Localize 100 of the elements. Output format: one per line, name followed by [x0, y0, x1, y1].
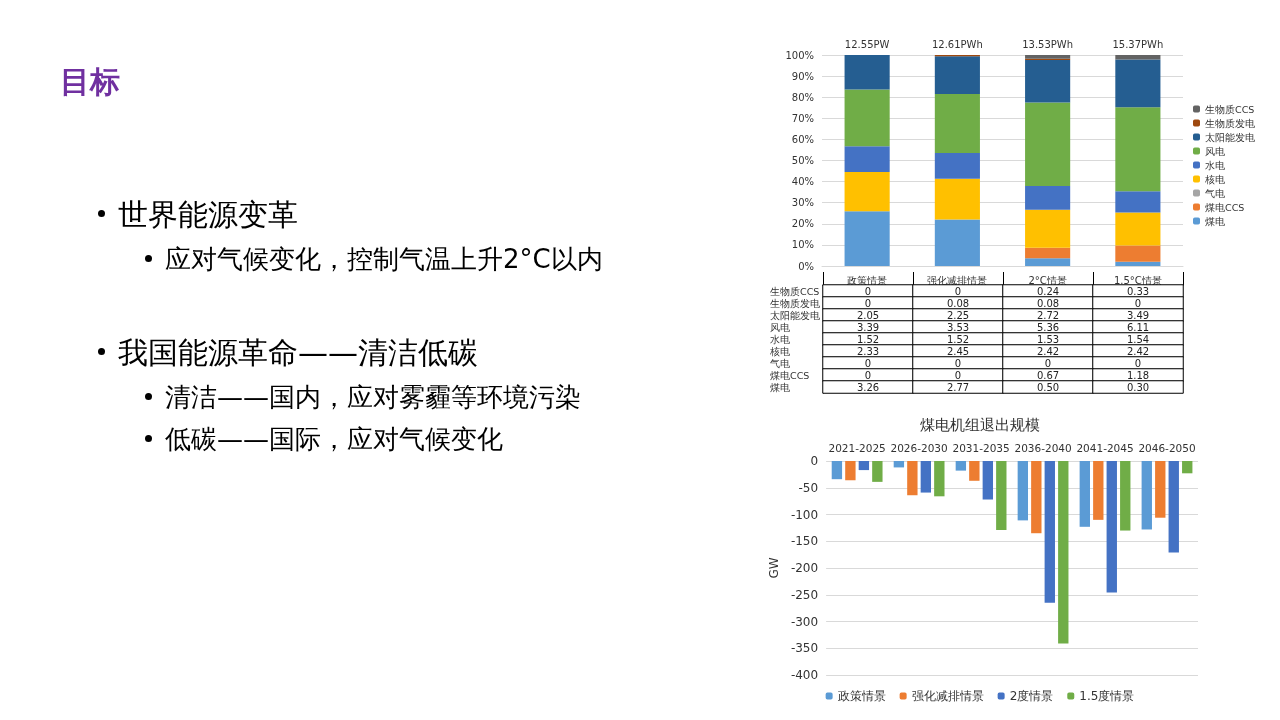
y-tick-label: 80%: [791, 91, 814, 103]
bar: [934, 94, 980, 154]
legend-label: 政策情景: [837, 689, 886, 703]
y-tick-label: -50: [798, 480, 819, 495]
x-tick-label: 2031-2035: [952, 441, 1010, 454]
y-tick-label: 60%: [791, 133, 814, 145]
data-label: 0: [954, 285, 962, 297]
y-tick-label: 100%: [785, 49, 814, 61]
y-tick-label: -250: [790, 587, 819, 602]
legend-label: 风电: [1205, 145, 1225, 157]
data-label: 1.53: [1036, 333, 1060, 345]
bar: [844, 211, 890, 266]
data-label: 2.72: [1036, 309, 1060, 321]
x-tick-label: 1.5°C情景: [1113, 274, 1162, 286]
legend-label: 2度情景: [1009, 689, 1054, 703]
annotation: 15.37PWh: [1112, 38, 1164, 50]
data-label: 0.50: [1036, 381, 1060, 393]
x-tick-label: 2021-2025: [828, 441, 886, 454]
bar: [1115, 212, 1161, 246]
data-label: 1.52: [946, 333, 970, 345]
bar: [1115, 245, 1161, 262]
y-tick-label: -100: [790, 507, 819, 522]
y-tick-label: 太阳能发电: [770, 309, 820, 321]
y-tick-label: 0%: [798, 260, 814, 272]
data-label: 0.33: [1126, 285, 1150, 297]
data-label: 0: [954, 357, 962, 369]
y-axis-title: GW: [767, 557, 781, 579]
data-label: 2.42: [1036, 345, 1060, 357]
y-tick-label: 40%: [791, 176, 814, 188]
y-tick-label: -400: [790, 668, 819, 682]
data-label: 2.45: [946, 345, 970, 357]
y-tick-label: 30%: [791, 197, 814, 209]
bar: [844, 55, 890, 90]
data-label: 2.05: [856, 309, 880, 321]
x-tick-label: 政策情景: [847, 274, 888, 286]
legend-label: 生物质发电: [1205, 117, 1255, 129]
text: 清洁——国内，应对雾霾等环境污染: [165, 381, 581, 414]
bar: [1025, 209, 1071, 248]
x-tick-label: 2036-2040: [1014, 441, 1072, 454]
annotation: 13.53PWh: [1022, 38, 1074, 50]
y-tick-label: -350: [790, 641, 819, 656]
y-tick-label: 煤电CCS: [770, 369, 810, 381]
x-tick-label: 2046-2050: [1138, 441, 1196, 454]
bar: [844, 171, 890, 212]
y-tick-label: -150: [790, 534, 819, 549]
data-label: 2.25: [946, 309, 970, 321]
data-label: 5.36: [1036, 321, 1060, 333]
y-tick-label: -200: [790, 561, 819, 575]
data-label: 0.08: [1036, 297, 1060, 309]
bar: [934, 56, 980, 95]
y-tick-label: 生物质CCS: [770, 285, 820, 297]
y-tick-label: 90%: [791, 70, 814, 82]
text: 目标: [60, 63, 120, 101]
y-tick-label: 70%: [791, 112, 814, 124]
x-tick-label: 2026-2030: [890, 441, 948, 454]
y-tick-label: 风电: [770, 321, 790, 333]
y-tick-label: 气电: [770, 357, 790, 369]
bar: [1025, 186, 1071, 210]
text: 世界能源变革: [118, 196, 298, 234]
text: 我国能源革命——清洁低碳: [118, 334, 478, 372]
text: 应对气候变化，控制气温上升2°C以内: [165, 243, 603, 276]
data-label: 2.33: [856, 345, 880, 357]
legend-label: 水电: [1205, 159, 1225, 171]
x-tick-label: 强化减排情景: [927, 274, 988, 286]
bar: [1025, 102, 1071, 187]
y-tick-label: 50%: [791, 155, 814, 166]
bar: [1025, 247, 1071, 259]
data-label: 2.77: [946, 381, 970, 393]
bar: [1115, 59, 1161, 108]
data-label: 0.67: [1036, 369, 1060, 381]
data-label: 3.26: [856, 381, 880, 393]
bar: [844, 146, 890, 172]
annotation: 12.61PWh: [931, 38, 983, 50]
data-label: 1.18: [1126, 369, 1150, 381]
data-label: 0: [1134, 297, 1142, 309]
data-label: 0: [1134, 357, 1142, 369]
y-tick-label: -300: [790, 614, 819, 629]
y-tick-label: 核电: [769, 345, 790, 357]
legend-label: 核电: [1204, 173, 1225, 185]
bar: [934, 219, 980, 266]
bar: [1025, 258, 1071, 266]
bar: [1115, 191, 1161, 213]
data-label: 3.49: [1126, 309, 1150, 321]
bar: [1115, 107, 1161, 192]
data-label: 0: [864, 357, 872, 369]
bar: [1115, 261, 1161, 266]
data-label: 0.08: [946, 297, 970, 309]
bar: [1025, 60, 1071, 103]
data-label: 1.52: [856, 333, 880, 345]
chart-title: 煤电机组退出规模: [920, 415, 1040, 434]
y-tick-label: 10%: [791, 239, 814, 251]
legend-label: 煤电: [1205, 215, 1225, 227]
data-label: 0: [1044, 357, 1052, 369]
data-label: 0.30: [1126, 381, 1150, 393]
data-label: 6.11: [1126, 321, 1150, 333]
bar: [1115, 55, 1161, 60]
y-tick-label: 0: [810, 454, 819, 468]
bar: [934, 178, 980, 220]
y-tick-label: 生物质发电: [770, 297, 820, 309]
data-label: 0: [864, 285, 872, 297]
